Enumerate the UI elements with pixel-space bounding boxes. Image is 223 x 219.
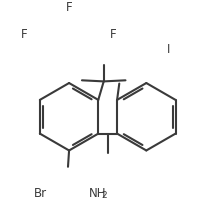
- Text: F: F: [66, 2, 72, 14]
- Text: I: I: [167, 43, 170, 56]
- Text: Br: Br: [34, 187, 47, 200]
- Text: F: F: [110, 28, 117, 41]
- Text: F: F: [21, 28, 28, 41]
- Text: 2: 2: [102, 191, 107, 200]
- Text: NH: NH: [89, 187, 106, 200]
